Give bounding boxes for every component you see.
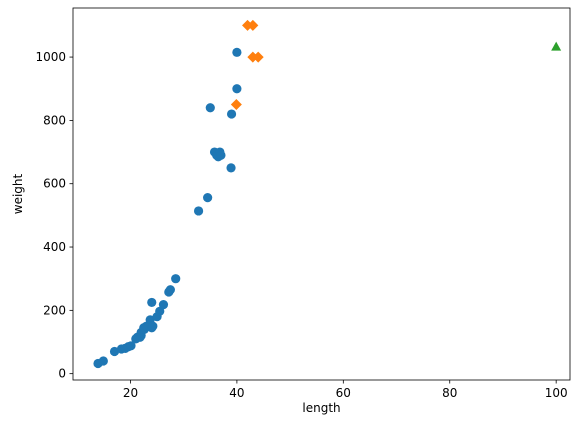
x-tick-label: 20 bbox=[123, 386, 138, 400]
data-point-circle bbox=[147, 297, 157, 308]
x-axis-label: length bbox=[302, 401, 340, 415]
data-point-circle bbox=[171, 274, 181, 284]
data-point-circle bbox=[193, 206, 204, 216]
x-tick-label: 40 bbox=[229, 386, 244, 400]
y-tick-label: 400 bbox=[43, 240, 66, 254]
x-tick-label: 60 bbox=[336, 386, 351, 400]
data-point-circle bbox=[109, 346, 120, 357]
y-tick-label: 600 bbox=[43, 177, 66, 191]
x-tick-label: 80 bbox=[442, 386, 457, 400]
data-point-circle bbox=[232, 47, 242, 57]
y-tick-label: 200 bbox=[43, 303, 66, 317]
plot-frame bbox=[72, 7, 571, 381]
data-point-circle bbox=[126, 341, 136, 351]
data-point-circle bbox=[216, 150, 226, 160]
y-tick-label: 800 bbox=[43, 113, 66, 127]
data-point-circle bbox=[205, 103, 215, 113]
data-point-diamond bbox=[252, 51, 264, 63]
data-point-circle bbox=[226, 109, 237, 119]
data-point-circle bbox=[165, 285, 175, 295]
data-point-circle bbox=[232, 84, 242, 94]
x-tick-label: 100 bbox=[545, 386, 568, 400]
data-point-circle bbox=[158, 300, 169, 310]
y-tick-label: 1000 bbox=[35, 50, 66, 64]
x-axis-ticks: 20 40 60 80 100 bbox=[123, 380, 568, 400]
y-tick-label: 0 bbox=[58, 367, 66, 381]
data-point-diamond bbox=[230, 99, 242, 111]
data-point-circle bbox=[148, 321, 158, 331]
y-axis-ticks: 0 200 400 600 800 1000 bbox=[35, 50, 73, 381]
data-point-diamond bbox=[247, 19, 259, 31]
y-axis-label: weight bbox=[11, 173, 25, 214]
data-point-triangle bbox=[551, 41, 562, 51]
data-point-circle bbox=[203, 193, 213, 203]
data-point-circle bbox=[226, 163, 236, 173]
plot-marks bbox=[93, 19, 562, 369]
data-point-circle bbox=[98, 356, 108, 366]
